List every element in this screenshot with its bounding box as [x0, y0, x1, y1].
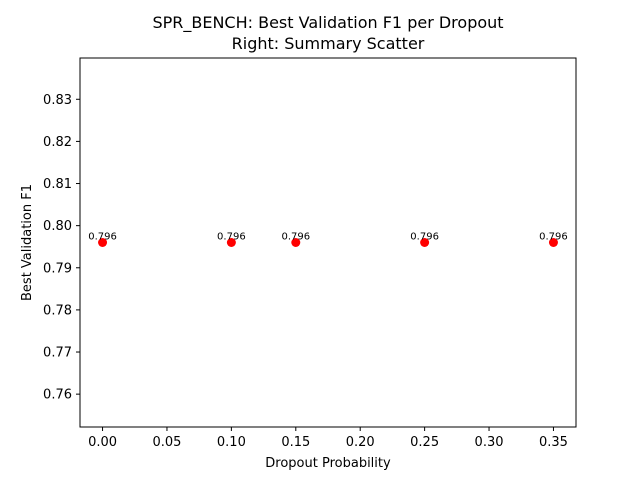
x-tick-label: 0.30: [475, 435, 504, 450]
x-axis-label: Dropout Probability: [265, 456, 391, 471]
data-point-label: 0.796: [410, 232, 439, 243]
y-tick-label: 0.80: [43, 219, 72, 234]
x-tick-label: 0.35: [539, 435, 568, 450]
data-point-label: 0.796: [88, 232, 117, 243]
data-point-label: 0.796: [281, 232, 310, 243]
x-tick-label: 0.05: [152, 435, 181, 450]
chart-title-line1: SPR_BENCH: Best Validation F1 per Dropou…: [152, 13, 503, 33]
data-point: [291, 238, 301, 247]
data-point-label: 0.796: [539, 232, 568, 243]
chart-title-line2: Right: Summary Scatter: [232, 34, 425, 53]
x-tick-label: 0.00: [88, 435, 117, 450]
x-tick-label: 0.25: [410, 435, 439, 450]
data-points: 0.796 0.796 0.796 0.796 0.796: [88, 232, 568, 247]
y-tick-label: 0.77: [43, 346, 72, 361]
y-tick-label: 0.83: [43, 93, 72, 108]
x-tick-label: 0.10: [217, 435, 246, 450]
data-point: [226, 238, 236, 247]
y-tick-label: 0.76: [43, 388, 72, 403]
y-tick-label: 0.78: [43, 303, 72, 318]
x-tick-label: 0.15: [281, 435, 310, 450]
x-tick-label: 0.20: [346, 435, 375, 450]
y-tick-label: 0.82: [43, 135, 72, 150]
y-axis-label: Best Validation F1: [20, 184, 35, 301]
y-tick-label: 0.81: [43, 177, 72, 192]
plot-area-frame: [79, 57, 577, 428]
y-tick-label: 0.79: [43, 261, 72, 276]
axis-ticks: 0.00 0.05 0.10 0.15 0.20 0.25 0.30 0.35 0.76 0.77…: [43, 93, 568, 450]
data-point: [548, 238, 558, 247]
data-point-label: 0.796: [217, 232, 246, 243]
data-point: [420, 238, 430, 247]
data-point: [98, 238, 108, 247]
